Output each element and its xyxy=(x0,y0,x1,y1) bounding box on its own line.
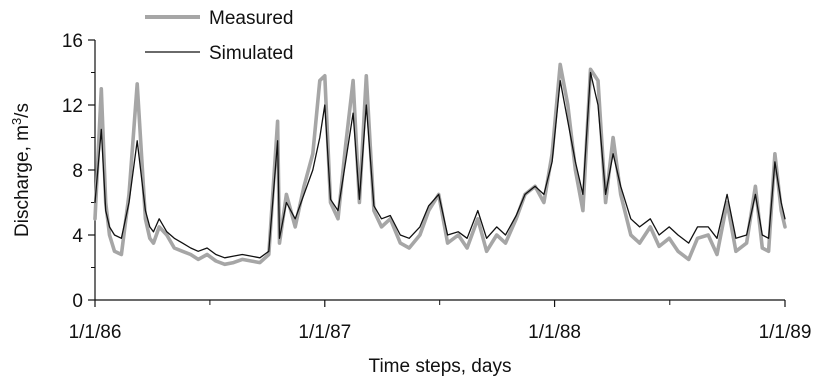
y-ticks: 0 4 8 12 16 xyxy=(62,31,95,312)
series-layer xyxy=(93,62,787,267)
y-tick-label: 12 xyxy=(62,96,83,117)
series-line-measured xyxy=(93,62,787,267)
y-axis-title-suffix: /s xyxy=(12,103,33,118)
y-tick-label: 8 xyxy=(72,161,83,182)
legend-label-simulated: Simulated xyxy=(209,43,294,64)
x-tick-label: 1/1/87 xyxy=(298,322,351,343)
x-tick-label: 1/1/88 xyxy=(528,322,581,343)
y-tick-label: 0 xyxy=(72,291,83,312)
x-ticks: 1/1/86 1/1/87 1/1/88 1/1/89 xyxy=(69,300,812,343)
series-line-simulated xyxy=(94,71,786,259)
x-tick-label: 1/1/86 xyxy=(69,322,122,343)
legend-label-measured: Measured xyxy=(209,8,294,29)
y-axis-title: Discharge, m3/s xyxy=(9,103,33,237)
x-tick-label: 1/1/89 xyxy=(759,322,812,343)
y-tick-label: 16 xyxy=(62,31,83,52)
legend: Measured Simulated xyxy=(145,8,294,64)
y-tick-label: 4 xyxy=(72,226,83,247)
y-axis-title-superscript: 3 xyxy=(9,118,24,125)
x-axis-title: Time steps, days xyxy=(369,356,512,377)
y-axis-title-prefix: Discharge, m xyxy=(12,125,33,237)
